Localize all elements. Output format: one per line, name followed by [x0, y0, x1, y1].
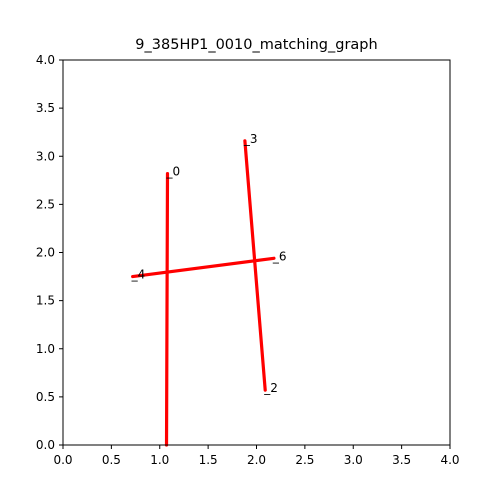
x-tick-label: 0.5	[102, 453, 121, 467]
labels-layer: _0 _2 _3 _4 _6	[131, 132, 287, 395]
plot-area	[63, 60, 450, 445]
y-tick-label: 0.0	[36, 438, 55, 452]
y-tick-label: 1.5	[36, 294, 55, 308]
edge-0-1	[164, 171, 170, 447]
node-label-0: _0	[165, 165, 180, 179]
node-label-2: _2	[263, 381, 278, 395]
edge-4-6	[131, 256, 276, 279]
y-tick-label: 0.5	[36, 390, 55, 404]
chart-title: 9_385HP1_0010_matching_graph	[135, 37, 378, 53]
y-tick-label: 3.0	[36, 149, 55, 163]
x-tick-label: 3.5	[392, 453, 411, 467]
node-label-3: _3	[243, 132, 258, 146]
x-tick-label: 2.5	[295, 453, 314, 467]
x-tick-label: 3.0	[344, 453, 363, 467]
edge-3-2	[243, 139, 267, 392]
x-tick-label: 2.0	[247, 453, 266, 467]
x-tick-label: 1.5	[199, 453, 218, 467]
y-tick-label: 2.5	[36, 197, 55, 211]
y-tick-label: 1.0	[36, 342, 55, 356]
x-tick-label: 1.0	[150, 453, 169, 467]
x-axis: 0.0 0.5 1.0 1.5 2.0 2.5 3.0 3.5 4.0	[53, 445, 460, 467]
y-axis: 0.0 0.5 1.0 1.5 2.0 2.5 3.0 3.5 4.0	[36, 53, 63, 452]
x-tick-label: 0.0	[53, 453, 72, 467]
y-tick-label: 2.0	[36, 246, 55, 260]
y-tick-label: 4.0	[36, 53, 55, 67]
x-tick-label: 4.0	[440, 453, 459, 467]
y-tick-label: 3.5	[36, 101, 55, 115]
node-label-6: _6	[272, 249, 287, 263]
edges-layer	[131, 139, 276, 447]
node-label-4: _4	[131, 268, 146, 282]
